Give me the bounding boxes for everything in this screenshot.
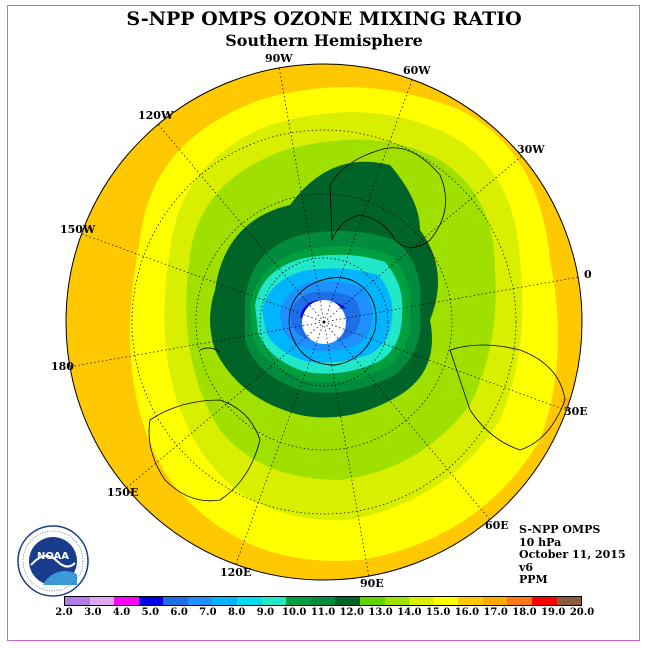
colorbar-tick-label: 17.0 <box>483 607 508 618</box>
map-boundary <box>65 63 583 581</box>
lon-label-0: 0 <box>584 268 592 281</box>
lon-label-60e: 60E <box>485 519 509 532</box>
map-subtitle: Southern Hemisphere <box>225 31 423 50</box>
colorbar-tick-label: 10.0 <box>282 607 307 618</box>
info-panel: S-NPP OMPS 10 hPa October 11, 2015 v6 PP… <box>519 523 626 587</box>
latitude-circle <box>259 257 389 387</box>
colorbar-swatch <box>187 597 213 605</box>
meridian-line <box>323 154 524 323</box>
colorbar-tick-label: 8.0 <box>227 607 246 618</box>
colorbar-swatch <box>507 597 532 605</box>
logo-text: NOAA <box>37 551 69 562</box>
meridian-line <box>323 276 581 323</box>
meridian-line <box>323 77 414 323</box>
colorbar-tick-label: 14.0 <box>397 607 422 618</box>
colorbar <box>64 596 582 606</box>
info-pressure: 10 hPa <box>519 535 562 549</box>
colorbar-tick-label: 12.0 <box>339 607 364 618</box>
colorbar-tick-label: 18.0 <box>512 607 537 618</box>
map-title: S-NPP OMPS OZONE MIXING RATIO <box>126 8 522 30</box>
colorbar-swatch <box>409 597 434 605</box>
meridian-line <box>323 321 569 412</box>
new-zealand-coastline <box>199 347 221 353</box>
meridian-line <box>278 65 325 323</box>
colorbar-tick-label: 9.0 <box>256 607 275 618</box>
meridian-line <box>67 321 325 368</box>
lon-label-30w: 30W <box>517 143 545 156</box>
colorbar-tick-label: 20.0 <box>569 607 595 618</box>
lon-label-180: 180 <box>51 360 74 373</box>
colorbar-swatch <box>89 597 115 605</box>
lon-label-90w: 90W <box>265 52 293 65</box>
colorbar-swatch <box>335 597 360 605</box>
colorbar-swatch <box>138 597 164 605</box>
colorbar-tick-label: 3.0 <box>84 607 102 618</box>
colorbar-tick-label: 16.0 <box>454 607 480 618</box>
colorbar-swatch <box>384 597 410 605</box>
lon-label-120e: 120E <box>220 566 252 579</box>
figure-frame <box>7 5 640 641</box>
latitude-circle <box>195 193 453 451</box>
lon-label-90e: 90E <box>360 577 384 590</box>
colorbar-swatch <box>163 597 188 605</box>
colorbar-swatch <box>482 597 508 605</box>
colorbar-swatch <box>531 597 557 605</box>
colorbar-swatch <box>212 597 238 605</box>
colorbar-tick-label: 19.0 <box>541 607 566 618</box>
colorbar-tick-label: 13.0 <box>368 607 393 618</box>
south-america-coastline <box>329 147 446 248</box>
lon-label-30e: 30E <box>564 405 588 418</box>
colorbar-swatch <box>237 597 262 605</box>
colorbar-swatch <box>65 597 90 605</box>
info-version: v6 <box>519 560 534 574</box>
meridian-line <box>234 321 325 567</box>
colorbar-swatch <box>556 597 582 605</box>
lon-label-60w: 60W <box>403 64 431 77</box>
colorbar-tick-label: 11.0 <box>310 607 336 618</box>
colorbar-swatch <box>261 597 287 605</box>
colorbar-tick-labels: 2.0 3.0 4.0 5.0 6.0 7.0 8.0 9.0 10.0 11.0 12.0 13.0… <box>55 607 594 621</box>
colorbar-swatch <box>359 597 385 605</box>
meridian-line <box>124 321 325 490</box>
lon-label-150e: 150E <box>107 486 139 499</box>
colorbar-tick-label: 6.0 <box>170 607 188 618</box>
info-date: October 11, 2015 <box>519 548 626 561</box>
australia-coastline <box>148 399 261 502</box>
info-units: PPM <box>519 573 548 586</box>
colorbar-swatch <box>286 597 311 605</box>
colorbar-tick-label: 15.0 <box>425 607 451 618</box>
colorbar-swatch <box>114 597 139 605</box>
meridian-line <box>156 122 325 323</box>
colorbar-swatch <box>310 597 336 605</box>
antarctica-coastline <box>288 277 377 366</box>
noaa-logo: NOAA <box>17 525 89 597</box>
colorbar-swatch <box>458 597 483 605</box>
colorbar-swatch <box>433 597 459 605</box>
colorbar-tick-label: 2.0 <box>55 607 73 618</box>
africa-coastline <box>449 344 566 451</box>
meridian-line <box>323 321 370 579</box>
latitude-circle <box>131 129 517 515</box>
meridian-line <box>79 232 325 323</box>
lon-label-120w: 120W <box>138 109 174 122</box>
colorbar-tick-label: 4.0 <box>112 607 131 618</box>
info-instrument: S-NPP OMPS <box>519 523 601 536</box>
lon-label-150w: 150W <box>60 223 96 236</box>
colorbar-tick-label: 7.0 <box>199 607 217 618</box>
colorbar-tick-label: 5.0 <box>141 607 160 618</box>
meridian-line <box>323 321 492 522</box>
